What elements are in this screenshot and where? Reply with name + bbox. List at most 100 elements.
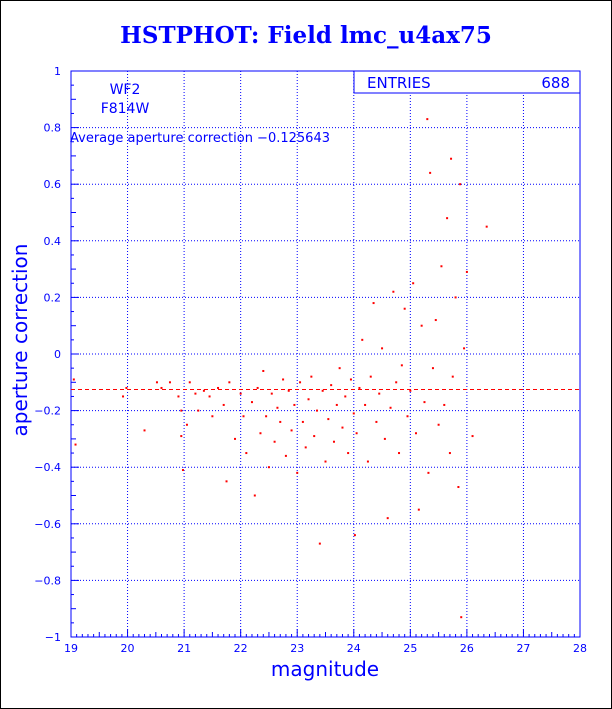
- y-tick-label: 1: [54, 65, 61, 78]
- data-point: [434, 319, 437, 322]
- data-point: [208, 395, 211, 398]
- y-tick-label: 0.2: [44, 291, 62, 304]
- data-point: [352, 412, 355, 415]
- grid: [70, 70, 581, 638]
- data-point: [301, 420, 304, 423]
- data-point: [287, 389, 290, 392]
- data-point: [284, 454, 287, 457]
- data-point: [471, 435, 474, 438]
- data-point: [222, 403, 225, 406]
- average-annotation: Average aperture correction −0.125643: [70, 131, 330, 146]
- data-point: [245, 452, 248, 455]
- data-point: [454, 296, 457, 299]
- y-tick-label: −0.4: [34, 461, 61, 474]
- data-point: [180, 435, 183, 438]
- data-point: [392, 290, 395, 293]
- data-point: [318, 542, 321, 545]
- data-point: [327, 418, 330, 421]
- data-point: [282, 378, 285, 381]
- data-point: [446, 217, 449, 220]
- data-point: [293, 403, 296, 406]
- data-point: [290, 429, 293, 432]
- filter-label: F814W: [101, 101, 150, 117]
- data-point: [358, 386, 361, 389]
- data-point: [485, 225, 488, 228]
- stats-entries-value: 688: [541, 74, 570, 92]
- axis-ticks: [70, 70, 581, 638]
- data-point: [324, 460, 327, 463]
- data-point: [332, 440, 335, 443]
- data-point: [267, 466, 270, 469]
- data-point: [160, 386, 163, 389]
- x-axis-label: magnitude: [271, 657, 379, 681]
- data-point: [335, 403, 338, 406]
- data-point: [265, 415, 268, 418]
- data-point: [378, 392, 381, 395]
- data-point: [347, 452, 350, 455]
- data-point: [355, 432, 358, 435]
- data-point: [217, 386, 220, 389]
- data-point: [304, 446, 307, 449]
- data-point: [366, 460, 369, 463]
- data-point: [406, 415, 409, 418]
- y-tick-label: 0.4: [44, 235, 62, 248]
- x-tick-label: 22: [234, 642, 248, 655]
- data-point: [364, 403, 367, 406]
- y-tick-label: −0.6: [34, 518, 61, 531]
- data-point: [400, 364, 403, 367]
- data-point: [202, 389, 205, 392]
- data-point: [181, 469, 184, 472]
- x-tick-label: 26: [460, 642, 474, 655]
- data-point: [211, 415, 214, 418]
- data-point: [344, 395, 347, 398]
- x-tick-label: 25: [403, 642, 417, 655]
- data-point: [372, 302, 375, 305]
- data-point: [353, 534, 356, 537]
- data-point: [310, 375, 313, 378]
- data-points: [72, 118, 488, 619]
- x-tick-label: 24: [347, 642, 361, 655]
- y-tick-label: −0.8: [34, 574, 61, 587]
- y-tick-labels: −1 −0.8 −0.6 −0.4 −0.2 0 0.2 0.4 0.6 0.8 1: [34, 65, 61, 644]
- data-point: [194, 392, 197, 395]
- data-point: [279, 420, 282, 423]
- data-point: [262, 369, 265, 372]
- data-point: [188, 381, 191, 384]
- x-tick-labels: 19 20 21 22 23 24 25 26 27 28: [64, 642, 587, 655]
- x-tick-label: 21: [177, 642, 191, 655]
- x-tick-label: 28: [573, 642, 587, 655]
- data-point: [256, 386, 259, 389]
- data-point: [197, 409, 200, 412]
- data-point: [361, 338, 364, 341]
- x-tick-label: 19: [64, 642, 78, 655]
- data-point: [457, 486, 460, 489]
- data-point: [431, 367, 434, 370]
- data-point: [389, 406, 392, 409]
- data-point: [437, 423, 440, 426]
- data-point: [423, 401, 426, 404]
- data-point: [72, 378, 75, 381]
- data-point: [122, 395, 125, 398]
- data-point: [253, 494, 256, 497]
- data-point: [417, 508, 420, 511]
- data-point: [276, 406, 279, 409]
- data-point: [74, 443, 77, 446]
- data-point: [228, 381, 231, 384]
- y-axis-label: aperture correction: [8, 244, 32, 437]
- data-point: [341, 426, 344, 429]
- data-point: [330, 384, 333, 387]
- y-tick-label: 0.8: [44, 122, 62, 135]
- data-point: [349, 378, 352, 381]
- data-point: [459, 183, 462, 186]
- data-point: [383, 437, 386, 440]
- data-point: [234, 437, 237, 440]
- data-point: [185, 423, 188, 426]
- chart-title: HSTPHOT: Field lmc_u4ax75: [120, 22, 492, 49]
- data-point: [386, 517, 389, 520]
- data-point: [270, 392, 273, 395]
- data-point: [429, 171, 432, 174]
- x-tick-label: 23: [290, 642, 304, 655]
- data-point: [409, 389, 412, 392]
- data-point: [460, 616, 463, 619]
- x-tick-label: 27: [516, 642, 530, 655]
